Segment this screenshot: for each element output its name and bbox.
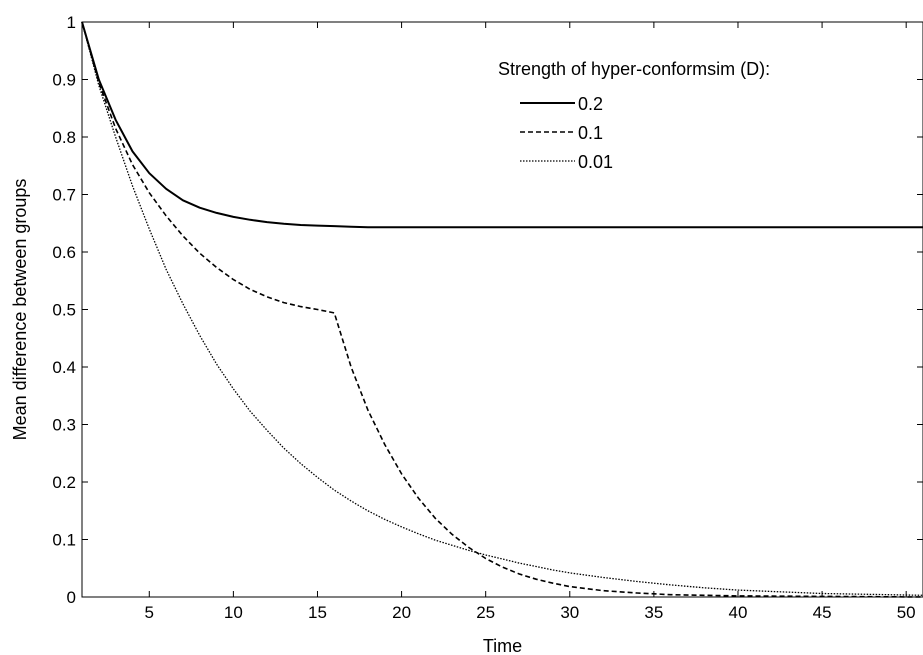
x-tick-label: 25 xyxy=(476,603,495,622)
x-tick-label: 35 xyxy=(644,603,663,622)
legend: Strength of hyper-conformsim (D): 0.2 0.1… xyxy=(498,59,770,172)
y-tick-label: 0.9 xyxy=(52,71,76,90)
y-tick-label: 0.6 xyxy=(52,243,76,262)
x-tick-label: 30 xyxy=(560,603,579,622)
x-tick-label: 5 xyxy=(145,603,154,622)
y-tick-label: 0.4 xyxy=(52,358,76,377)
legend-label-0-01: 0.01 xyxy=(578,152,613,172)
series-line-0-01 xyxy=(81,21,923,596)
x-tick-label: 50 xyxy=(897,603,916,622)
series-layer xyxy=(81,21,923,598)
y-tick-label: 0.7 xyxy=(52,186,76,205)
y-axis-label: Mean difference between groups xyxy=(10,179,30,441)
x-tick-label: 10 xyxy=(224,603,243,622)
y-tick-label: 0 xyxy=(67,588,76,607)
y-tick-label: 0.8 xyxy=(52,128,76,147)
legend-title: Strength of hyper-conformsim (D): xyxy=(498,59,770,79)
x-tick-label: 40 xyxy=(729,603,748,622)
y-tick-label: 0.2 xyxy=(52,473,76,492)
x-tick-label: 45 xyxy=(813,603,832,622)
y-tick-label: 0.5 xyxy=(52,301,76,320)
x-tick-label: 15 xyxy=(308,603,327,622)
legend-label-0-1: 0.1 xyxy=(578,123,603,143)
x-tick-label: 20 xyxy=(392,603,411,622)
y-tick-label: 1 xyxy=(67,13,76,32)
x-axis-label: Time xyxy=(483,636,522,655)
axis-ticks: 5 10 15 20 25 30 35 40 45 50 0 0.1 0.2 0.3 0.4 0.5 0.6 0.… xyxy=(52,13,923,622)
legend-label-0-2: 0.2 xyxy=(578,94,603,114)
y-tick-label: 0.1 xyxy=(52,531,76,550)
series-line-0-1 xyxy=(81,21,923,598)
series-line-0-2 xyxy=(81,21,923,229)
y-tick-label: 0.3 xyxy=(52,416,76,435)
